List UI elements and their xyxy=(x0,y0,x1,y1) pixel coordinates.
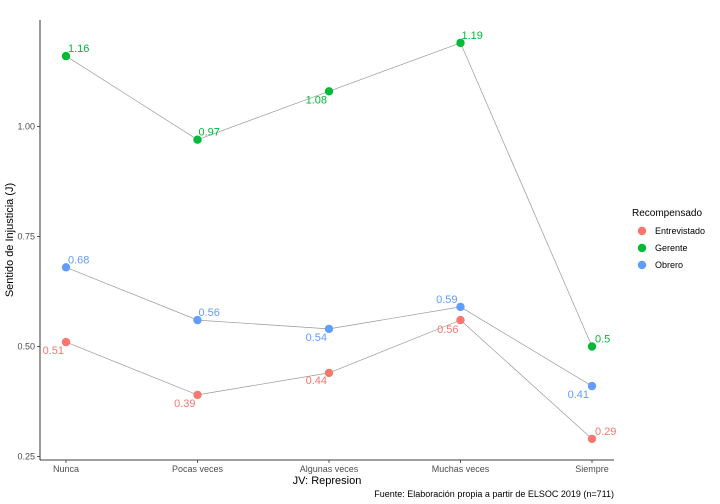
y-tick-label: 0.50 xyxy=(17,342,35,352)
data-label-gerente: 1.16 xyxy=(68,43,89,55)
legend-label-obrero: Obrero xyxy=(655,260,683,270)
data-point-obrero xyxy=(61,263,71,272)
data-point-gerente xyxy=(456,38,465,48)
data-point-entrevistado xyxy=(61,337,71,347)
legend: Recompensado Entrevistado Gerente Obrero xyxy=(632,208,705,270)
data-label-entrevistado: 0.51 xyxy=(43,345,64,357)
y-tick-label: 0.75 xyxy=(17,232,35,242)
data-label-entrevistado: 0.29 xyxy=(595,426,616,438)
data-point-obrero xyxy=(456,302,465,312)
data-label-obrero: 0.68 xyxy=(68,254,89,266)
caption: Fuente: Elaboración propia a partir de E… xyxy=(374,489,614,499)
data-label-entrevistado: 0.56 xyxy=(437,324,458,336)
y-axis-title: Sentido de Injusticia (J) xyxy=(4,183,16,297)
data-label-obrero: 0.54 xyxy=(306,332,327,344)
y-ticks: 0.25 0.50 0.75 1.00 xyxy=(17,122,40,462)
x-tick-label: Pocas veces xyxy=(172,464,224,474)
data-point-entrevistado xyxy=(193,390,202,400)
data-point-obrero xyxy=(324,324,334,334)
data-point-gerente xyxy=(193,135,202,144)
x-ticks: Nunca Pocas veces Algunas veces Muchas vece… xyxy=(53,460,609,474)
data-label-gerente: 0.97 xyxy=(199,127,220,139)
legend-title: Recompensado xyxy=(632,208,702,219)
data-label-gerente: 1.08 xyxy=(306,94,327,106)
legend-label-entrevistado: Entrevistado xyxy=(655,226,705,236)
legend-key-gerente xyxy=(637,243,647,253)
legend-key-entrevistado xyxy=(637,226,647,236)
data-label-obrero: 0.59 xyxy=(436,294,457,306)
axes xyxy=(39,20,614,461)
data-label-entrevistado: 0.44 xyxy=(306,375,327,387)
data-point-entrevistado xyxy=(324,368,334,378)
data-point-entrevistado xyxy=(587,434,597,444)
data-point-gerente xyxy=(61,51,71,61)
x-tick-label: Algunas veces xyxy=(300,464,359,474)
data-point-gerente xyxy=(324,87,334,96)
y-tick-label: 1.00 xyxy=(17,122,35,132)
x-axis-title: JV: Represion xyxy=(293,475,362,487)
series-line-entrevistado xyxy=(65,319,593,440)
data-label-obrero: 0.41 xyxy=(568,389,589,401)
data-label-gerente: 0.5 xyxy=(595,334,610,346)
data-label-obrero: 0.56 xyxy=(199,307,220,319)
data-point-gerente xyxy=(587,342,597,351)
legend-key-obrero xyxy=(637,260,647,270)
data-label-entrevistado: 0.39 xyxy=(174,398,195,410)
y-tick-label: 0.25 xyxy=(17,452,35,462)
data-point-entrevistado xyxy=(456,315,465,325)
data-point-obrero xyxy=(193,315,202,325)
data-point-obrero xyxy=(587,381,597,391)
x-tick-label: Siempre xyxy=(575,464,609,474)
plot-area: 0.51 0.39 0.44 0.56 0.29 1.16 0.97 1.08 1.19 0.5 0… xyxy=(43,30,616,444)
data-label-gerente: 1.19 xyxy=(462,30,483,42)
x-tick-label: Muchas veces xyxy=(432,464,490,474)
x-tick-label: Nunca xyxy=(53,464,79,474)
legend-label-gerente: Gerente xyxy=(655,243,688,253)
